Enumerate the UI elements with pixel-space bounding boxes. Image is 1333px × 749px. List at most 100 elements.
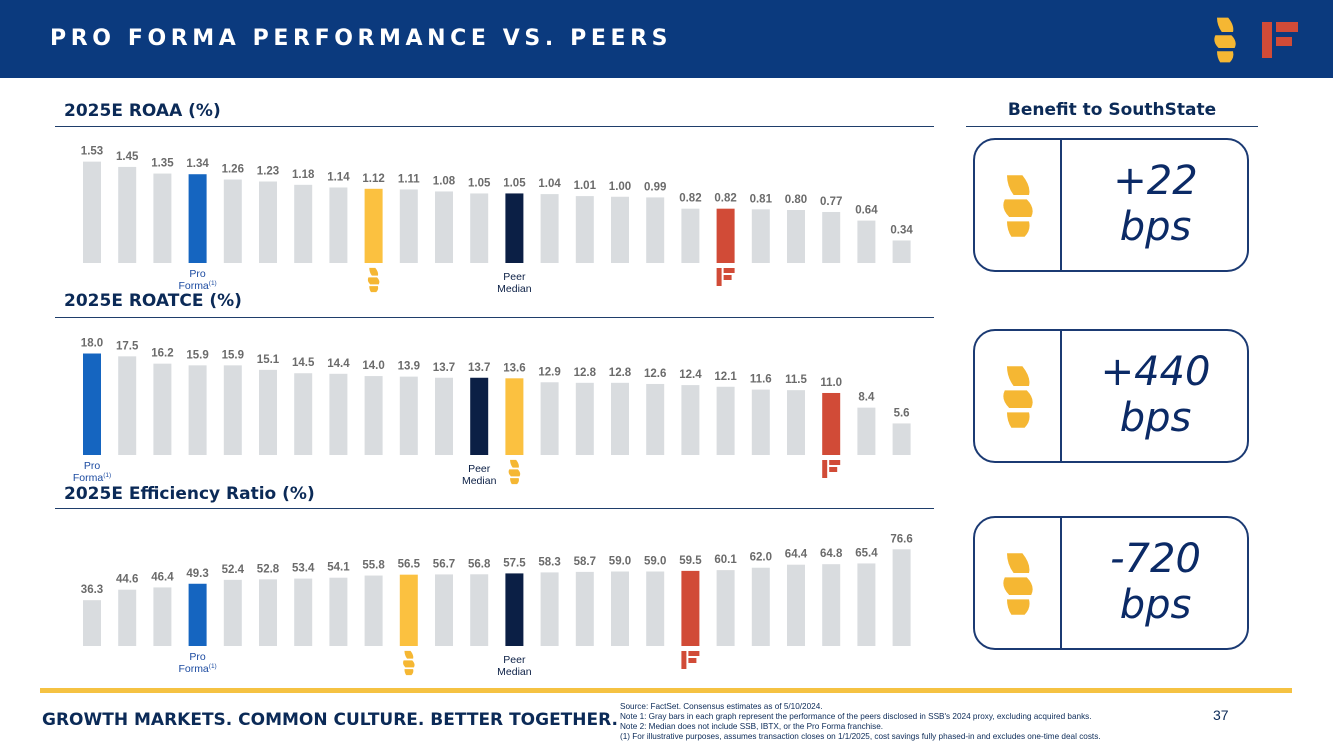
data-label: 15.1: [257, 354, 280, 366]
data-label: 57.5: [503, 557, 526, 569]
data-label: 46.4: [151, 571, 174, 583]
benefit-box-divider: [1060, 331, 1062, 461]
bar-peer: [646, 571, 665, 646]
benefit-box-efficiency: -720 bps: [973, 516, 1249, 650]
footer-accent-bar: [40, 688, 1292, 693]
note-1: Note 1: Gray bars in each graph represen…: [620, 712, 1092, 721]
efficiency-divider: [55, 508, 934, 509]
bar-peer-median: [505, 193, 524, 263]
benefit-box-divider: [1060, 140, 1062, 270]
pro-forma-label-line1: Pro: [189, 268, 206, 280]
bar-peer: [681, 208, 700, 263]
pro-forma-label-line1: Pro: [84, 460, 101, 472]
efficiency-title: 2025E Efficiency Ratio (%): [64, 484, 315, 504]
footer-tagline: GROWTH MARKETS. COMMON CULTURE. BETTER T…: [42, 710, 618, 730]
bar-pro-forma: [83, 353, 101, 455]
bar-peer: [399, 189, 418, 263]
bar-peer: [223, 365, 242, 455]
bar-peer: [118, 166, 137, 263]
bar-peer: [470, 193, 489, 263]
bar-peer: [364, 376, 383, 455]
data-label: 12.9: [538, 366, 560, 378]
data-label: 53.4: [292, 563, 315, 575]
data-label: 1.11: [398, 173, 420, 185]
roaa-divider: [55, 126, 934, 127]
bar-peer: [751, 389, 770, 455]
independent-bank-icon: [716, 268, 735, 286]
bar-peer: [364, 575, 383, 646]
data-label: 56.8: [468, 558, 491, 570]
bar-peer: [435, 191, 453, 263]
benefit-unit: bps: [1119, 395, 1192, 441]
bar-peer: [892, 423, 911, 455]
data-label: 1.23: [257, 166, 279, 178]
data-label: 12.6: [644, 368, 666, 380]
data-label: 1.35: [151, 158, 174, 170]
bar-peer: [751, 567, 770, 646]
note-3: (1) For illustrative purposes, assumes t…: [620, 732, 1101, 741]
data-label: 1.08: [433, 175, 456, 187]
source-note: Source: FactSet. Consensus estimates as …: [620, 702, 823, 711]
bar-peer: [857, 220, 876, 263]
data-label: 11.0: [820, 377, 842, 389]
data-label: 64.4: [785, 549, 808, 561]
data-label: 44.6: [116, 574, 138, 586]
data-label: 14.0: [362, 360, 384, 372]
data-label: 52.4: [222, 564, 245, 576]
bar-peer: [716, 386, 735, 455]
benefit-box-roatce: +440 bps: [973, 329, 1249, 463]
company-logo: [1214, 17, 1298, 63]
bar-independent-bank: [822, 392, 841, 455]
data-label: 0.82: [714, 193, 736, 205]
bar-peer: [681, 385, 700, 455]
bar-peer: [540, 382, 559, 455]
bar-peer: [892, 549, 911, 646]
data-label: 1.05: [468, 177, 491, 189]
pro-forma-label-line2: Forma(1): [178, 663, 216, 675]
southstate-icon: [1003, 175, 1033, 237]
benefit-unit: bps: [1119, 582, 1192, 628]
data-label: 56.5: [398, 559, 421, 571]
median-label: Median: [462, 475, 497, 487]
footnote-mark: (1): [103, 472, 111, 479]
bar-peer: [153, 173, 172, 263]
bar-peer: [822, 564, 841, 646]
data-label: 0.80: [785, 194, 807, 206]
bar-peer: [892, 240, 911, 263]
bar-peer: [188, 365, 207, 455]
data-label: 14.4: [327, 358, 350, 370]
data-label: 12.4: [679, 369, 702, 381]
southstate-icon: [1003, 366, 1033, 428]
benefit-number: +22: [1113, 158, 1198, 204]
footnote-mark: (1): [209, 663, 217, 670]
bar-southstate: [399, 574, 418, 646]
footnote-mark: (1): [209, 280, 217, 287]
data-label: 1.14: [327, 171, 350, 183]
data-label: 62.0: [750, 552, 772, 564]
data-label: 0.81: [750, 193, 773, 205]
bar-peer: [575, 382, 594, 455]
data-label: 1.18: [292, 169, 315, 181]
pro-forma-label-line2: Forma(1): [178, 280, 216, 292]
data-label: 0.82: [679, 193, 701, 205]
data-label: 1.34: [186, 158, 209, 170]
bar-peer: [611, 382, 629, 455]
bar-pro-forma: [188, 174, 207, 263]
data-label: 52.8: [257, 563, 280, 575]
data-label: 1.04: [538, 178, 561, 190]
bar-peer: [822, 211, 841, 263]
southstate-icon: [508, 459, 521, 485]
benefit-number: -720: [1110, 536, 1201, 582]
data-label: 17.5: [116, 340, 139, 352]
data-label: 49.3: [186, 568, 208, 580]
benefit-unit: bps: [1119, 204, 1192, 250]
bar-peer: [399, 376, 418, 455]
data-label: 15.9: [186, 349, 208, 361]
bar-peer: [575, 196, 594, 263]
bar-southstate: [364, 188, 383, 263]
bar-pro-forma: [188, 583, 207, 646]
page-number: 37: [1213, 707, 1229, 723]
